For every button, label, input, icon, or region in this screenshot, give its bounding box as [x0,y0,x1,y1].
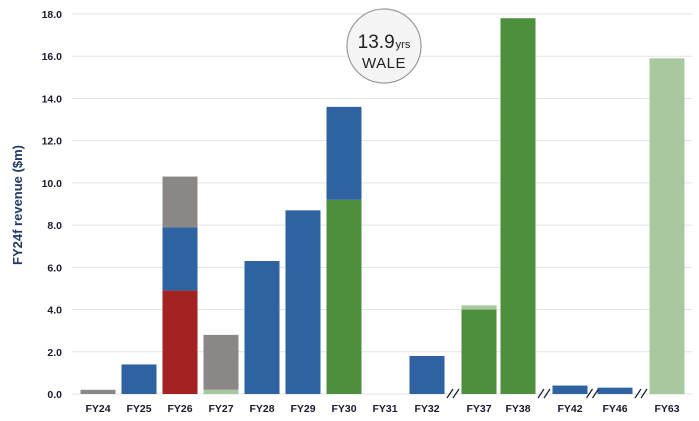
x-tick-label: FY26 [167,403,192,415]
bar-segment-fy26-0 [162,290,198,394]
axis-break-mark [537,388,551,399]
x-tick-label: FY38 [505,403,530,415]
x-axis-ticks: FY24 FY25 FY26 FY27 FY28 FY29 FY30 FY31 FY32 FY37… [85,403,679,415]
bar-segment-fy28-3 [244,261,280,394]
x-tick-label: FY42 [557,403,582,415]
y-tick-label: 18.0 [42,9,63,21]
bar-segment-fy38-1 [500,18,536,394]
y-tick-label: 4.0 [47,305,62,317]
y-tick-label: 16.0 [42,51,63,63]
y-tick-label: 10.0 [42,178,63,190]
x-tick-label: FY30 [331,403,356,415]
y-tick-label: 6.0 [47,262,62,274]
bar-segment-fy30-3 [326,106,362,200]
x-tick-label: FY29 [290,403,315,415]
y-tick-label: 8.0 [47,220,62,232]
bar-segment-fy32-3 [409,356,445,394]
x-tick-label: FY31 [372,403,397,415]
bar-segment-fy46-3 [597,387,633,394]
x-tick-label: FY32 [414,403,439,415]
bar-segment-fy30-1 [326,199,362,394]
bar-segment-fy25-3 [121,364,157,394]
bar-segment-fy37-1 [461,309,497,394]
x-tick-label: FY25 [126,403,151,415]
bar-segment-fy24-4 [80,389,116,394]
x-tick-label: FY24 [85,403,110,415]
y-tick-label: 14.0 [42,93,63,105]
y-axis-label: FY24f revenue ($m) [10,145,25,265]
wale-badge-circle [346,8,422,84]
bar-segment-fy26-4 [162,176,198,228]
x-tick-label: FY63 [654,403,679,415]
wale-value: 13.9 [358,32,395,53]
bar-segment-fy63-2 [649,58,685,394]
x-tick-label: FY28 [249,403,274,415]
wale-label: WALE [362,55,406,72]
y-tick-label: 0.0 [47,389,62,401]
wale-badge-value-line: 13.9yrs [358,32,411,53]
axis-break-marks [446,388,648,399]
axis-break-mark [446,388,460,399]
x-tick-label: FY37 [466,403,491,415]
bars [80,18,685,394]
bar-segment-fy27-4 [203,334,239,390]
axis-break-mark [586,388,599,399]
x-tick-label: FY27 [208,403,233,415]
axis-break-mark [634,388,648,399]
bar-segment-fy29-3 [285,210,321,394]
bar-segment-fy26-3 [162,227,198,291]
y-tick-label: 2.0 [47,347,62,359]
x-tick-label: FY46 [602,403,627,415]
y-tick-label: 12.0 [42,136,63,148]
wale-badge: 13.9yrs WALE [346,8,422,84]
bar-segment-fy37-2 [461,305,497,310]
bar-segment-fy27-2 [203,389,239,394]
wale-unit: yrs [396,39,411,51]
bar-segment-fy42-3 [552,385,588,394]
y-axis-ticks: 0.0 2.0 4.0 6.0 8.0 10.0 12.0 14.0 16.0 18.0 [42,9,63,401]
